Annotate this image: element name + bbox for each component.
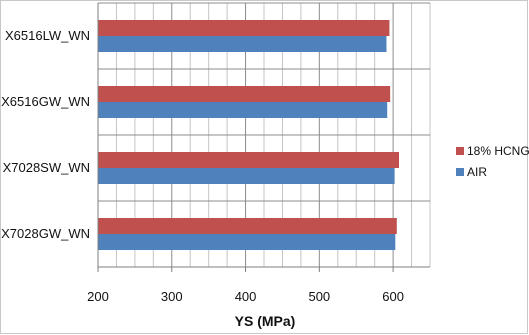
bar-x6516lw-wn-air <box>98 36 387 52</box>
x-tick-label: 500 <box>308 289 330 304</box>
legend-label-hcng: 18% HCNG <box>467 144 529 158</box>
bar-x7028gw-wn-air <box>98 234 396 250</box>
bars <box>98 20 400 250</box>
legend-swatch-hcng <box>456 147 464 155</box>
bar-x6516gw-wn-hcng <box>98 86 391 102</box>
category-label: X7028SW_WN <box>3 160 90 175</box>
legend-swatch-air <box>456 168 464 176</box>
bar-x7028sw-wn-hcng <box>98 152 400 168</box>
category-label: X6516GW_WN <box>1 94 90 109</box>
x-tick-label: 200 <box>87 289 109 304</box>
labels: X6516LW_WN X6516GW_WN X7028SW_WN X7028GW_WN… <box>1 28 404 304</box>
x-tick-label: 600 <box>382 289 404 304</box>
bar-x7028sw-wn-air <box>98 168 395 184</box>
x-tick-label: 400 <box>235 289 257 304</box>
bar-x6516gw-wn-air <box>98 102 388 118</box>
x-tick-label: 300 <box>161 289 183 304</box>
x-axis-title: YS (MPa) <box>235 313 296 329</box>
legend-label-air: AIR <box>467 165 487 179</box>
category-label: X6516LW_WN <box>5 28 90 43</box>
axes <box>97 3 430 272</box>
bar-x7028gw-wn-hcng <box>98 218 397 234</box>
category-label: X7028GW_WN <box>1 226 90 241</box>
bar-x6516lw-wn-hcng <box>98 20 390 36</box>
legend: 18% HCNG AIR <box>456 144 529 179</box>
